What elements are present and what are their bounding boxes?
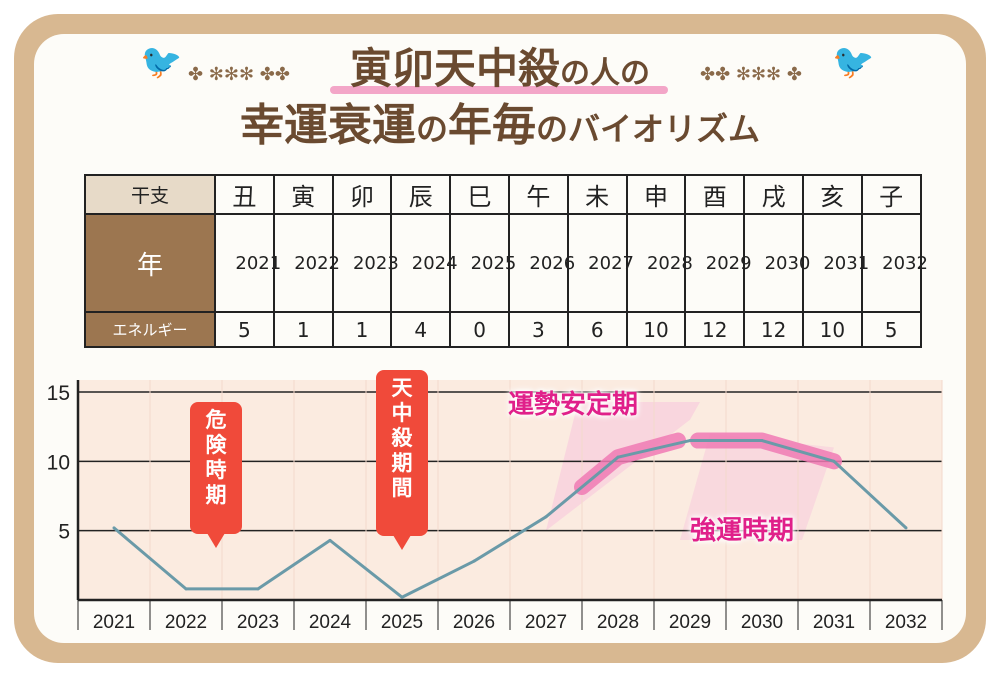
year-cell: 2026 bbox=[507, 213, 575, 313]
energy-cell: 1 bbox=[272, 311, 334, 348]
energy-header: エネルギー bbox=[84, 311, 216, 348]
year-cell: 2028 bbox=[625, 213, 693, 313]
data-point bbox=[544, 515, 548, 519]
data-point bbox=[112, 526, 116, 530]
year-cell: 2031 bbox=[801, 213, 869, 313]
x-tick-label: 2028 bbox=[597, 612, 639, 633]
eto-cell: 寅 bbox=[272, 174, 334, 215]
bird-icon: 🐦 bbox=[140, 42, 183, 82]
energy-cell: 5 bbox=[214, 311, 275, 348]
tenchusatsu-label: 天中殺期間 bbox=[391, 376, 413, 500]
clover-decoration-icon: ✤✤ ✻✻✻ ✤ bbox=[700, 64, 802, 85]
energy-cell: 5 bbox=[860, 311, 922, 348]
data-point bbox=[832, 459, 836, 463]
stable-period-label: 運勢安定期 bbox=[508, 390, 639, 420]
bird-icon: 🐦 bbox=[832, 42, 875, 82]
energy-cell: 3 bbox=[507, 311, 569, 348]
x-tick-label: 2032 bbox=[885, 612, 927, 633]
y-tick-label: 15 bbox=[47, 382, 70, 405]
year-cell: 2030 bbox=[743, 213, 810, 313]
eto-cell: 申 bbox=[625, 174, 687, 215]
data-point bbox=[616, 455, 620, 459]
year-cell: 2027 bbox=[566, 213, 634, 313]
y-tick-label: 10 bbox=[47, 451, 70, 474]
year-cell: 2024 bbox=[390, 213, 458, 313]
eto-cell: 酉 bbox=[684, 174, 746, 215]
x-tick-label: 2025 bbox=[381, 612, 423, 633]
x-tick-label: 2030 bbox=[741, 612, 783, 633]
year-cell: 2032 bbox=[860, 213, 928, 313]
eto-cell: 巳 bbox=[449, 174, 510, 215]
eto-cell: 午 bbox=[507, 174, 569, 215]
eto-cell: 辰 bbox=[390, 174, 452, 215]
x-tick-label: 2026 bbox=[453, 612, 495, 633]
title-line-2: 幸運衰運の年毎のバイオリズム bbox=[239, 100, 761, 151]
energy-row: エネルギー 5 1 1 4 0 3 6 10 12 12 10 5 bbox=[84, 311, 922, 348]
year-header: 年 bbox=[84, 213, 216, 313]
year-cell: 2022 bbox=[272, 213, 340, 313]
eto-cell: 亥 bbox=[801, 174, 863, 215]
eto-cell: 卯 bbox=[331, 174, 393, 215]
x-tick-label: 2024 bbox=[309, 612, 352, 633]
eto-cell: 子 bbox=[860, 174, 922, 215]
energy-cell: 12 bbox=[684, 311, 746, 348]
clover-decoration-icon: ✤ ✻✻✻ ✤✤ bbox=[188, 64, 290, 85]
year-cell: 2025 bbox=[449, 213, 516, 313]
energy-cell: 10 bbox=[801, 311, 863, 348]
x-tick-label: 2023 bbox=[237, 612, 279, 633]
title-line-1: 寅卯天中殺の人の bbox=[349, 44, 650, 93]
year-row: 年 2021 2022 2023 2024 2025 2026 2027 2028 2029 20… bbox=[84, 213, 928, 313]
tenchusatsu-callout: 天中殺期間 bbox=[376, 370, 428, 550]
year-cell: 2021 bbox=[214, 213, 281, 313]
x-tick-label: 2027 bbox=[525, 612, 567, 633]
eto-cell: 未 bbox=[566, 174, 628, 215]
x-tick-label: 2029 bbox=[669, 612, 711, 633]
stable-glow bbox=[546, 402, 700, 531]
danger-callout: 危険時期 bbox=[190, 402, 242, 548]
eto-header: 干支 bbox=[84, 174, 216, 215]
data-point bbox=[904, 526, 908, 530]
energy-cell: 6 bbox=[566, 311, 628, 348]
title-highlight bbox=[330, 86, 668, 94]
danger-label: 危険時期 bbox=[205, 408, 227, 507]
eto-cell: 戌 bbox=[743, 174, 804, 215]
x-tick-label: 2021 bbox=[93, 612, 135, 633]
year-cell: 2029 bbox=[684, 213, 752, 313]
energy-cell: 10 bbox=[625, 311, 687, 348]
x-tick-label: 2022 bbox=[165, 612, 207, 633]
energy-cell: 4 bbox=[390, 311, 452, 348]
data-point bbox=[688, 439, 692, 443]
energy-cell: 1 bbox=[331, 311, 393, 348]
y-tick-label: 5 bbox=[58, 521, 70, 544]
data-point bbox=[400, 595, 404, 599]
year-cell: 2023 bbox=[331, 213, 399, 313]
data-point bbox=[256, 587, 260, 591]
energy-cell: 0 bbox=[449, 311, 510, 348]
data-point bbox=[472, 559, 476, 563]
strong-glow bbox=[680, 433, 834, 540]
data-point bbox=[184, 587, 188, 591]
strong-period-label: 強運時期 bbox=[690, 516, 795, 546]
eto-cell: 丑 bbox=[214, 174, 275, 215]
data-point bbox=[760, 439, 764, 443]
energy-line bbox=[113, 439, 908, 599]
zodiac-table: 干支 丑寅卯辰巳午未申酉戌亥子 年 2021 2022 2023 2024 2025 20… bbox=[84, 174, 928, 348]
energy-cell: 12 bbox=[743, 311, 804, 348]
data-point bbox=[328, 538, 332, 542]
x-tick-label: 2031 bbox=[813, 612, 855, 633]
eto-row: 干支 丑寅卯辰巳午未申酉戌亥子 bbox=[84, 174, 922, 215]
